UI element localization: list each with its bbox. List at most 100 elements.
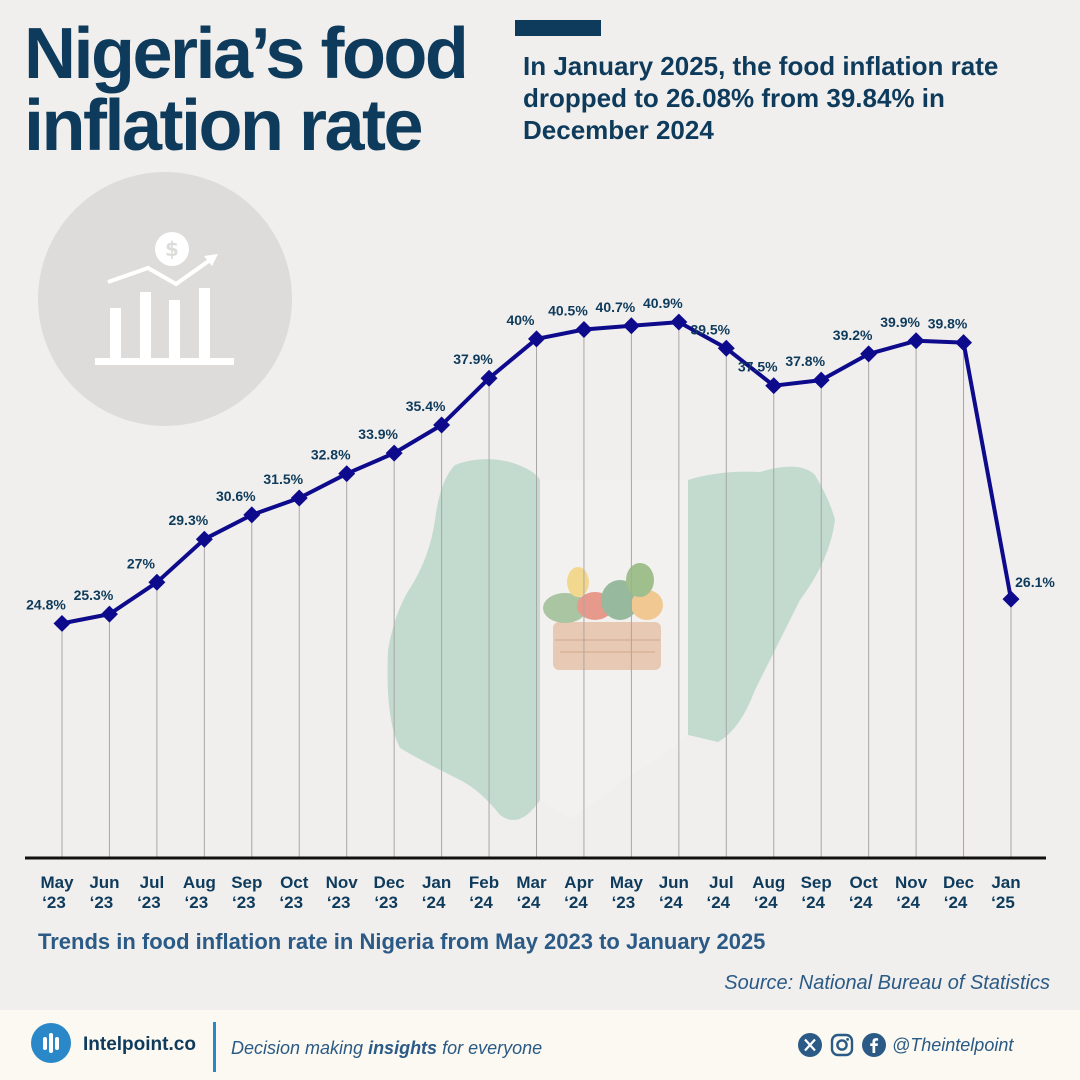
x-tick-year: ‘24 (944, 893, 968, 912)
data-label: 37.8% (785, 353, 825, 369)
source-note: Source: National Bureau of Statistics (724, 972, 1050, 994)
x-tick-month: Aug (183, 873, 216, 892)
nigeria-map-illustration (387, 459, 835, 820)
data-label: 30.6% (216, 488, 256, 504)
data-point-marker (907, 332, 925, 350)
data-point-marker (860, 345, 878, 363)
x-tick-year: ‘24 (801, 893, 825, 912)
data-point-marker (433, 416, 451, 434)
data-point-marker (243, 506, 261, 524)
x-tick-month: Feb (469, 873, 499, 892)
data-point-marker (53, 614, 71, 632)
x-tick-month: Sep (801, 873, 832, 892)
x-tick-year: ‘23 (42, 893, 66, 912)
x-tick-year: ‘23 (327, 893, 351, 912)
x-tick-year: ‘24 (706, 893, 730, 912)
x-tick-year: ‘24 (896, 893, 920, 912)
social-handle[interactable]: @Theintelpoint (892, 1035, 1014, 1055)
data-label: 33.9% (358, 426, 398, 442)
data-point-marker (622, 317, 640, 335)
x-tick-year: ‘24 (659, 893, 683, 912)
data-label: 32.8% (311, 447, 351, 463)
data-point-marker (100, 605, 118, 623)
svg-text:$: $ (165, 237, 179, 261)
x-tick-month: Jul (140, 873, 165, 892)
x-tick-year: ‘23 (279, 893, 303, 912)
x-tick-month: Oct (280, 873, 309, 892)
x-tick-month: Sep (231, 873, 262, 892)
facebook-icon[interactable] (862, 1033, 886, 1057)
data-point-marker (955, 334, 973, 352)
data-label: 27% (127, 555, 156, 571)
x-tick-month: Aug (752, 873, 785, 892)
x-tick-year: ‘24 (754, 893, 778, 912)
data-point-marker (812, 371, 830, 389)
x-tick-year: ‘24 (422, 893, 446, 912)
data-point-marker (195, 530, 213, 548)
data-label: 31.5% (263, 471, 303, 487)
x-tick-year: ‘24 (469, 893, 493, 912)
intelpoint-logo[interactable] (31, 1023, 71, 1063)
x-tick-month: Oct (849, 873, 878, 892)
x-tick-month: Jan (422, 873, 451, 892)
data-point-marker (717, 339, 735, 357)
x-tick-year: ‘24 (849, 893, 873, 912)
data-label: 40% (506, 312, 535, 328)
x-tick-year: ‘23 (185, 893, 209, 912)
x-tick-year: ‘23 (90, 893, 114, 912)
data-point-marker (385, 444, 403, 462)
x-tick-month: Jun (89, 873, 119, 892)
headline-subtitle: In January 2025, the food inflation rate… (523, 51, 999, 145)
data-point-marker (765, 377, 783, 395)
growth-chart-icon-circle: $ (38, 172, 292, 426)
data-label: 40.9% (643, 295, 683, 311)
x-tick-month: Nov (895, 873, 928, 892)
x-tick-year: ‘24 (517, 893, 541, 912)
data-point-marker (1002, 590, 1020, 608)
data-label: 29.3% (168, 512, 208, 528)
data-label: 35.4% (406, 398, 446, 414)
brand-name[interactable]: Intelpoint.co (83, 1034, 196, 1055)
data-label: 39.5% (690, 321, 730, 337)
bar-logo-icon (43, 1033, 59, 1053)
x-tick-month: Jan (991, 873, 1020, 892)
chart-caption: Trends in food inflation rate in Nigeria… (38, 929, 766, 954)
x-tick-year: ‘23 (137, 893, 161, 912)
data-label: 40.5% (548, 303, 588, 319)
data-point-marker (528, 330, 545, 348)
data-label: 39.9% (880, 314, 920, 330)
data-label: 25.3% (74, 587, 114, 603)
page-title: Nigeria’s food inflation rate (24, 14, 469, 166)
x-tick-month: Dec (374, 873, 405, 892)
x-icon[interactable] (798, 1033, 822, 1057)
x-tick-year: ‘23 (232, 893, 256, 912)
x-tick-month: Jun (659, 873, 689, 892)
data-point-marker (338, 465, 356, 483)
x-tick-month: Jul (709, 873, 734, 892)
title-accent-bar (515, 20, 601, 36)
data-label: 39.8% (928, 316, 968, 332)
x-tick-year: ‘24 (564, 893, 588, 912)
x-tick-year: ‘23 (374, 893, 398, 912)
instagram-icon[interactable] (830, 1033, 854, 1057)
data-point-marker (480, 369, 498, 387)
data-point-marker (575, 321, 593, 339)
footer: Intelpoint.co Decision making insights f… (0, 1010, 1080, 1080)
data-label: 26.1% (1015, 574, 1055, 590)
tagline: Decision making insights for everyone (231, 1038, 543, 1058)
footer-divider (213, 1022, 216, 1072)
x-tick-month: Nov (326, 873, 359, 892)
data-point-marker (148, 573, 166, 591)
data-label: 37.5% (738, 359, 778, 375)
x-tick-year: ‘25 (991, 893, 1015, 912)
x-tick-month: Apr (564, 873, 594, 892)
data-point-marker (290, 489, 308, 507)
data-label: 40.7% (596, 299, 636, 315)
x-tick-year: ‘23 (612, 893, 636, 912)
x-tick-month: Dec (943, 873, 974, 892)
x-tick-month: May (610, 873, 644, 892)
x-tick-month: May (40, 873, 74, 892)
data-label: 24.8% (26, 596, 66, 612)
data-label: 39.2% (833, 327, 873, 343)
